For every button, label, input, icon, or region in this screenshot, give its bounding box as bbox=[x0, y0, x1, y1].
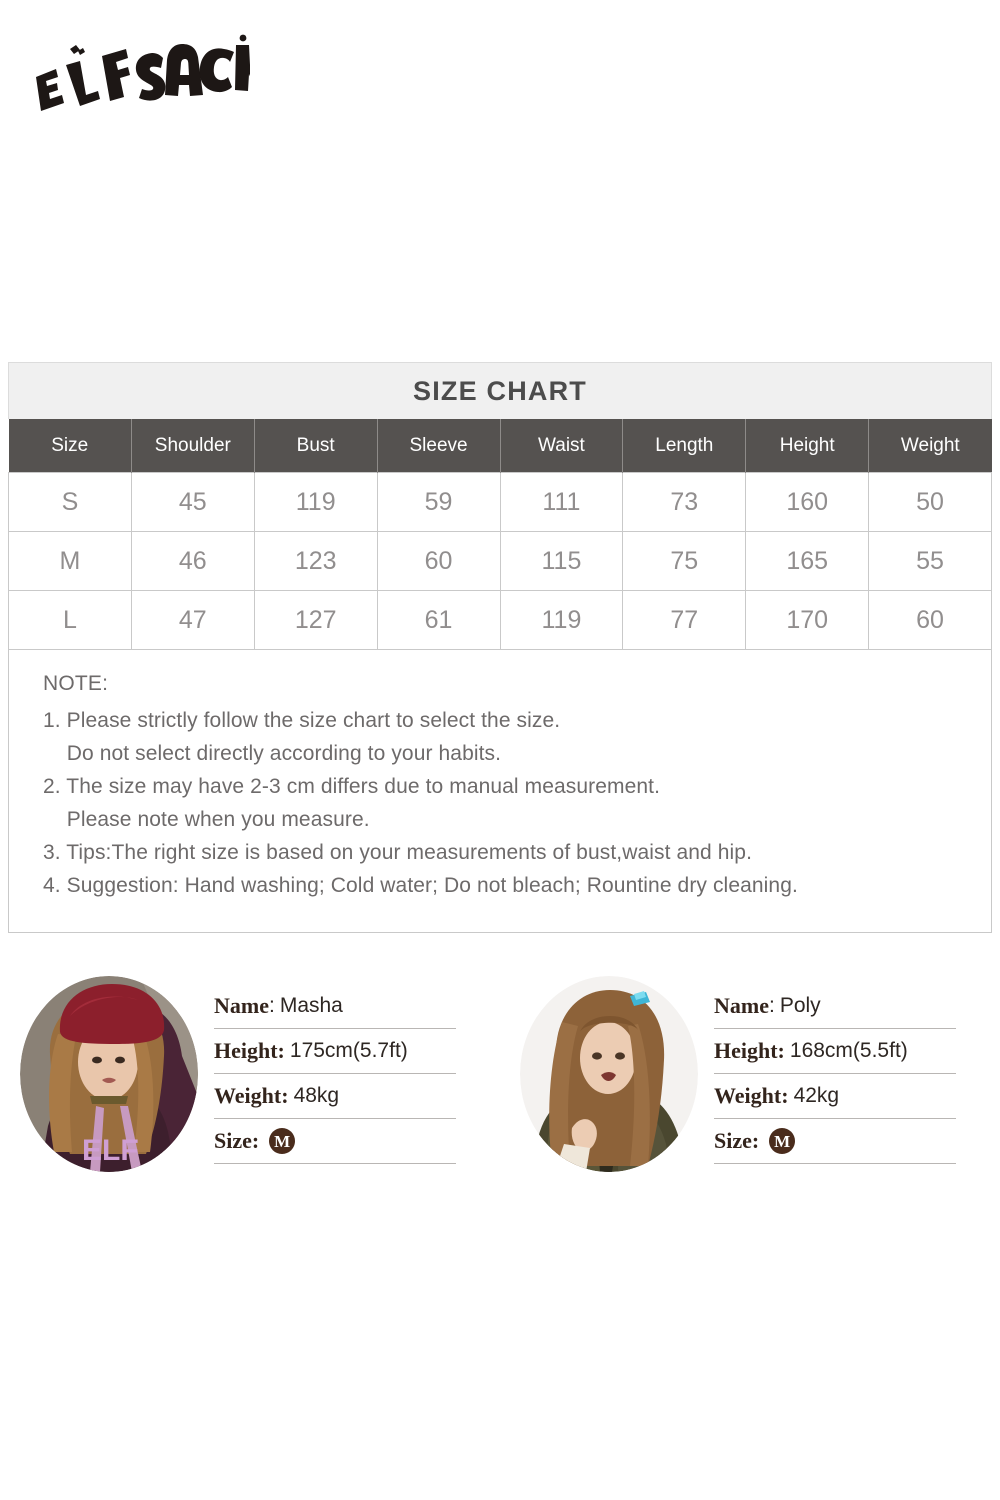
cell-weight: 50 bbox=[868, 472, 992, 532]
cell-size: S bbox=[8, 472, 132, 532]
cell-bust: 127 bbox=[253, 590, 378, 650]
model-weight-value: 48kg bbox=[293, 1084, 340, 1107]
model-portrait-icon: ELF bbox=[20, 976, 198, 1172]
model-height-row: Height: 175cm(5.7ft) bbox=[214, 1029, 456, 1074]
model-card-poly: Name: Poly Height: 168cm(5.5ft) Weight: … bbox=[500, 972, 1000, 1172]
column-header-size: Size bbox=[8, 419, 132, 473]
note-line-2b: Please note when you measure. bbox=[43, 808, 370, 831]
cell-sleeve: 59 bbox=[376, 472, 501, 532]
cell-bust: 119 bbox=[253, 472, 378, 532]
cell-height: 165 bbox=[745, 531, 870, 591]
note-section: NOTE: 1. Please strictly follow the size… bbox=[8, 650, 992, 933]
model-info-poly: Name: Poly Height: 168cm(5.5ft) Weight: … bbox=[714, 984, 956, 1164]
model-name-label: Name bbox=[214, 993, 269, 1018]
avatar bbox=[520, 976, 698, 1172]
model-height-value: 168cm(5.5ft) bbox=[789, 1039, 908, 1062]
model-name-separator: : bbox=[768, 994, 775, 1017]
size-chart-table: Size Shoulder Bust Sleeve Waist Length H… bbox=[8, 419, 992, 650]
model-name-value: Poly bbox=[779, 994, 821, 1017]
model-weight-label: Weight: bbox=[714, 1083, 789, 1108]
table-row: M 46 123 60 115 75 165 55 bbox=[8, 531, 992, 591]
cell-height: 160 bbox=[745, 472, 870, 532]
cell-sleeve: 60 bbox=[376, 531, 501, 591]
note-line-1b: Do not select directly according to your… bbox=[43, 742, 502, 765]
model-weight-label: Weight: bbox=[214, 1083, 289, 1108]
page-title: SIZE CHART bbox=[413, 375, 587, 406]
model-size-row: Size: M bbox=[714, 1119, 956, 1164]
cell-size: L bbox=[8, 590, 132, 650]
column-header-weight: Weight bbox=[868, 419, 992, 473]
cell-size: M bbox=[8, 531, 132, 591]
model-card-masha: ELF Name: Masha Height: 175cm(5.7ft) Wei… bbox=[0, 972, 500, 1172]
column-header-bust: Bust bbox=[253, 419, 378, 473]
model-name-label: Name bbox=[714, 993, 769, 1018]
size-chart-title-bar: SIZE CHART bbox=[8, 362, 992, 419]
table-row: S 45 119 59 111 73 160 50 bbox=[8, 472, 992, 532]
model-info-masha: Name: Masha Height: 175cm(5.7ft) Weight:… bbox=[214, 984, 456, 1164]
model-weight-row: Weight: 48kg bbox=[214, 1074, 456, 1119]
model-name-value: Masha bbox=[279, 994, 343, 1017]
cell-bust: 123 bbox=[253, 531, 378, 591]
cell-waist: 119 bbox=[499, 590, 624, 650]
svg-text:ELF: ELF bbox=[82, 1134, 139, 1167]
model-portrait-icon bbox=[520, 976, 698, 1172]
model-height-value: 175cm(5.7ft) bbox=[289, 1039, 408, 1062]
column-header-sleeve: Sleeve bbox=[376, 419, 501, 473]
size-chart-section: SIZE CHART Size Shoulder Bust Sleeve Wai… bbox=[8, 362, 992, 933]
status-badge: M bbox=[269, 1128, 296, 1154]
cell-length: 75 bbox=[622, 531, 747, 591]
model-name-separator: : bbox=[268, 994, 275, 1017]
elf-sack-logo-icon bbox=[36, 34, 250, 111]
cell-waist: 111 bbox=[499, 472, 624, 532]
model-profiles: ELF Name: Masha Height: 175cm(5.7ft) Wei… bbox=[0, 972, 1000, 1172]
cell-shoulder: 45 bbox=[130, 472, 255, 532]
note-heading: NOTE: bbox=[43, 672, 109, 695]
avatar: ELF bbox=[20, 976, 198, 1172]
column-header-length: Length bbox=[622, 419, 747, 473]
cell-shoulder: 47 bbox=[130, 590, 255, 650]
model-weight-row: Weight: 42kg bbox=[714, 1074, 956, 1119]
model-name-row: Name: Poly bbox=[714, 984, 956, 1029]
note-line-1: 1. Please strictly follow the size chart… bbox=[43, 709, 561, 732]
model-height-row: Height: 168cm(5.5ft) bbox=[714, 1029, 956, 1074]
model-name-row: Name: Masha bbox=[214, 984, 456, 1029]
column-header-height: Height bbox=[745, 419, 870, 473]
note-line-3: 3. Tips:The right size is based on your … bbox=[43, 841, 753, 864]
status-badge: M bbox=[769, 1128, 796, 1154]
note-line-2: 2. The size may have 2-3 cm differs due … bbox=[43, 775, 661, 798]
cell-height: 170 bbox=[745, 590, 870, 650]
table-row: L 47 127 61 119 77 170 60 bbox=[8, 590, 992, 650]
cell-weight: 55 bbox=[868, 531, 992, 591]
cell-length: 77 bbox=[622, 590, 747, 650]
column-header-waist: Waist bbox=[499, 419, 624, 473]
cell-waist: 115 bbox=[499, 531, 624, 591]
model-size-label: Size: bbox=[214, 1128, 260, 1153]
cell-weight: 60 bbox=[868, 590, 992, 650]
column-header-shoulder: Shoulder bbox=[130, 419, 255, 473]
cell-length: 73 bbox=[622, 472, 747, 532]
model-height-label: Height: bbox=[214, 1038, 285, 1063]
brand-logo bbox=[30, 33, 250, 113]
model-weight-value: 42kg bbox=[793, 1084, 840, 1107]
table-header-row: Size Shoulder Bust Sleeve Waist Length H… bbox=[8, 419, 992, 473]
model-size-row: Size: M bbox=[214, 1119, 456, 1164]
model-size-label: Size: bbox=[714, 1128, 760, 1153]
model-height-label: Height: bbox=[714, 1038, 785, 1063]
cell-shoulder: 46 bbox=[130, 531, 255, 591]
cell-sleeve: 61 bbox=[376, 590, 501, 650]
note-line-4: 4. Suggestion: Hand washing; Cold water;… bbox=[43, 874, 798, 897]
